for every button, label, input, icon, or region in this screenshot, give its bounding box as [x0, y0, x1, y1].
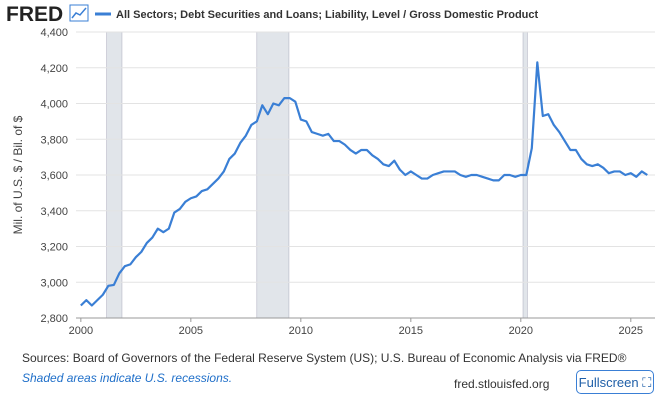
y-axis-title: Mil. of U.S. $ / Bil. of $ — [11, 115, 25, 234]
fullscreen-label: Fullscreen — [578, 375, 639, 390]
fullscreen-button[interactable]: Fullscreen ⛶ — [576, 370, 654, 394]
x-tick-label: 2015 — [399, 325, 423, 337]
y-tick-label: 2,800 — [40, 313, 68, 325]
x-tick-label: 2025 — [619, 325, 643, 337]
logo: FRED — [6, 3, 63, 26]
x-tick-label: 2020 — [509, 325, 533, 337]
y-tick-label: 3,600 — [40, 170, 68, 182]
plot-area: 2,800 3,000 3,200 3,400 3,600 3,800 4,000 4,200… — [40, 27, 655, 337]
sources: Sources: Board of Governors of the Feder… — [22, 351, 627, 365]
y-tick-label: 3,200 — [40, 242, 68, 254]
legend-label: All Sectors; Debt Securities and Loans; … — [116, 9, 539, 21]
x-tick-label: 2010 — [289, 325, 313, 337]
y-tick-label: 4,400 — [40, 27, 68, 39]
x-tick-label: 2005 — [179, 325, 203, 337]
logo-icon — [69, 4, 89, 22]
source-url: fred.stlouisfed.org — [454, 377, 549, 391]
recession-note: Shaded areas indicate U.S. recessions. — [22, 371, 232, 385]
y-tick-label: 4,000 — [40, 99, 68, 111]
y-tick-label: 3,800 — [40, 134, 68, 146]
y-tick-label: 3,000 — [40, 277, 68, 289]
y-tick-label: 3,400 — [40, 206, 68, 218]
data-line — [80, 61, 648, 307]
x-tick-label: 2000 — [69, 325, 93, 337]
y-tick-label: 4,200 — [40, 63, 68, 75]
